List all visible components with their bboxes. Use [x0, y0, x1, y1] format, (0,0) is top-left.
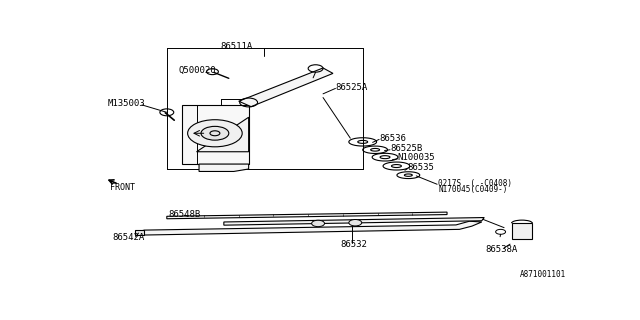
Polygon shape — [137, 221, 482, 235]
Text: 0217S  ( -C0408): 0217S ( -C0408) — [438, 179, 512, 188]
Text: N100035: N100035 — [397, 153, 435, 162]
Polygon shape — [134, 230, 145, 235]
Text: 86538A: 86538A — [486, 245, 518, 254]
Polygon shape — [182, 105, 249, 164]
Text: FRONT: FRONT — [110, 183, 135, 192]
Text: A871001101: A871001101 — [520, 270, 566, 279]
Circle shape — [188, 120, 242, 147]
Polygon shape — [511, 223, 532, 239]
Circle shape — [349, 220, 362, 226]
Text: 86525B: 86525B — [390, 144, 422, 153]
Polygon shape — [224, 218, 484, 225]
Text: M135003: M135003 — [108, 99, 145, 108]
Text: 86511A: 86511A — [220, 42, 252, 51]
Circle shape — [312, 220, 324, 227]
Text: Q500020: Q500020 — [178, 67, 216, 76]
Polygon shape — [196, 117, 249, 152]
Text: 86542A: 86542A — [112, 233, 145, 242]
Circle shape — [201, 126, 229, 140]
Polygon shape — [167, 212, 447, 219]
Polygon shape — [239, 68, 333, 107]
Polygon shape — [199, 164, 249, 172]
Text: 86536: 86536 — [379, 134, 406, 143]
Text: 86535: 86535 — [408, 163, 434, 172]
Text: 86548B: 86548B — [168, 210, 200, 219]
Text: 86525A: 86525A — [335, 83, 368, 92]
Text: 86532: 86532 — [340, 240, 367, 249]
Text: N170045(C0409-): N170045(C0409-) — [438, 185, 508, 194]
